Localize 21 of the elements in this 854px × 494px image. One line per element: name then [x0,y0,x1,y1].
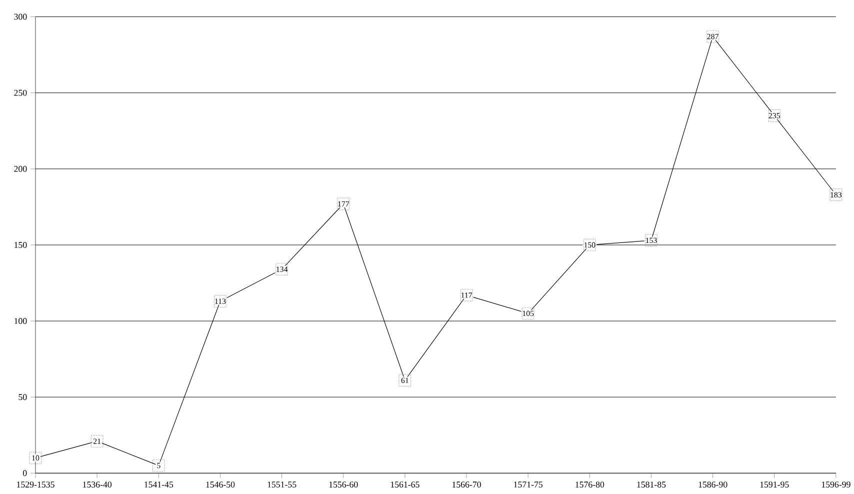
x-tick-label: 1546-50 [206,482,235,488]
x-tick-label: 1536-40 [83,482,112,488]
x-tick-label: 1541-45 [144,482,174,488]
y-tick-label: 100 [14,318,27,324]
x-tick-label: 1551-55 [268,482,296,488]
y-tick-label: 0 [22,470,27,476]
x-tick-label: 1581-85 [637,482,666,488]
y-tick-label: 200 [14,166,27,172]
x-tick-label: 1596-99 [822,482,850,488]
y-tick-label: 250 [14,90,27,96]
x-tick-label: 1591-95 [760,482,789,488]
x-tick-label: 1566-70 [452,482,481,488]
x-tick-label: 1586-90 [698,482,728,488]
x-tick-label: 1556-60 [329,482,358,488]
y-tick-label: 300 [14,14,27,20]
x-tick-label: 1561-65 [390,482,420,488]
x-tick-label: 1529-1535 [17,482,54,488]
y-tick-label: 150 [14,242,27,248]
x-tick-label: 1576-80 [576,482,604,488]
x-tick-label: 1571-75 [514,482,543,488]
y-tick-label: 50 [18,394,27,400]
